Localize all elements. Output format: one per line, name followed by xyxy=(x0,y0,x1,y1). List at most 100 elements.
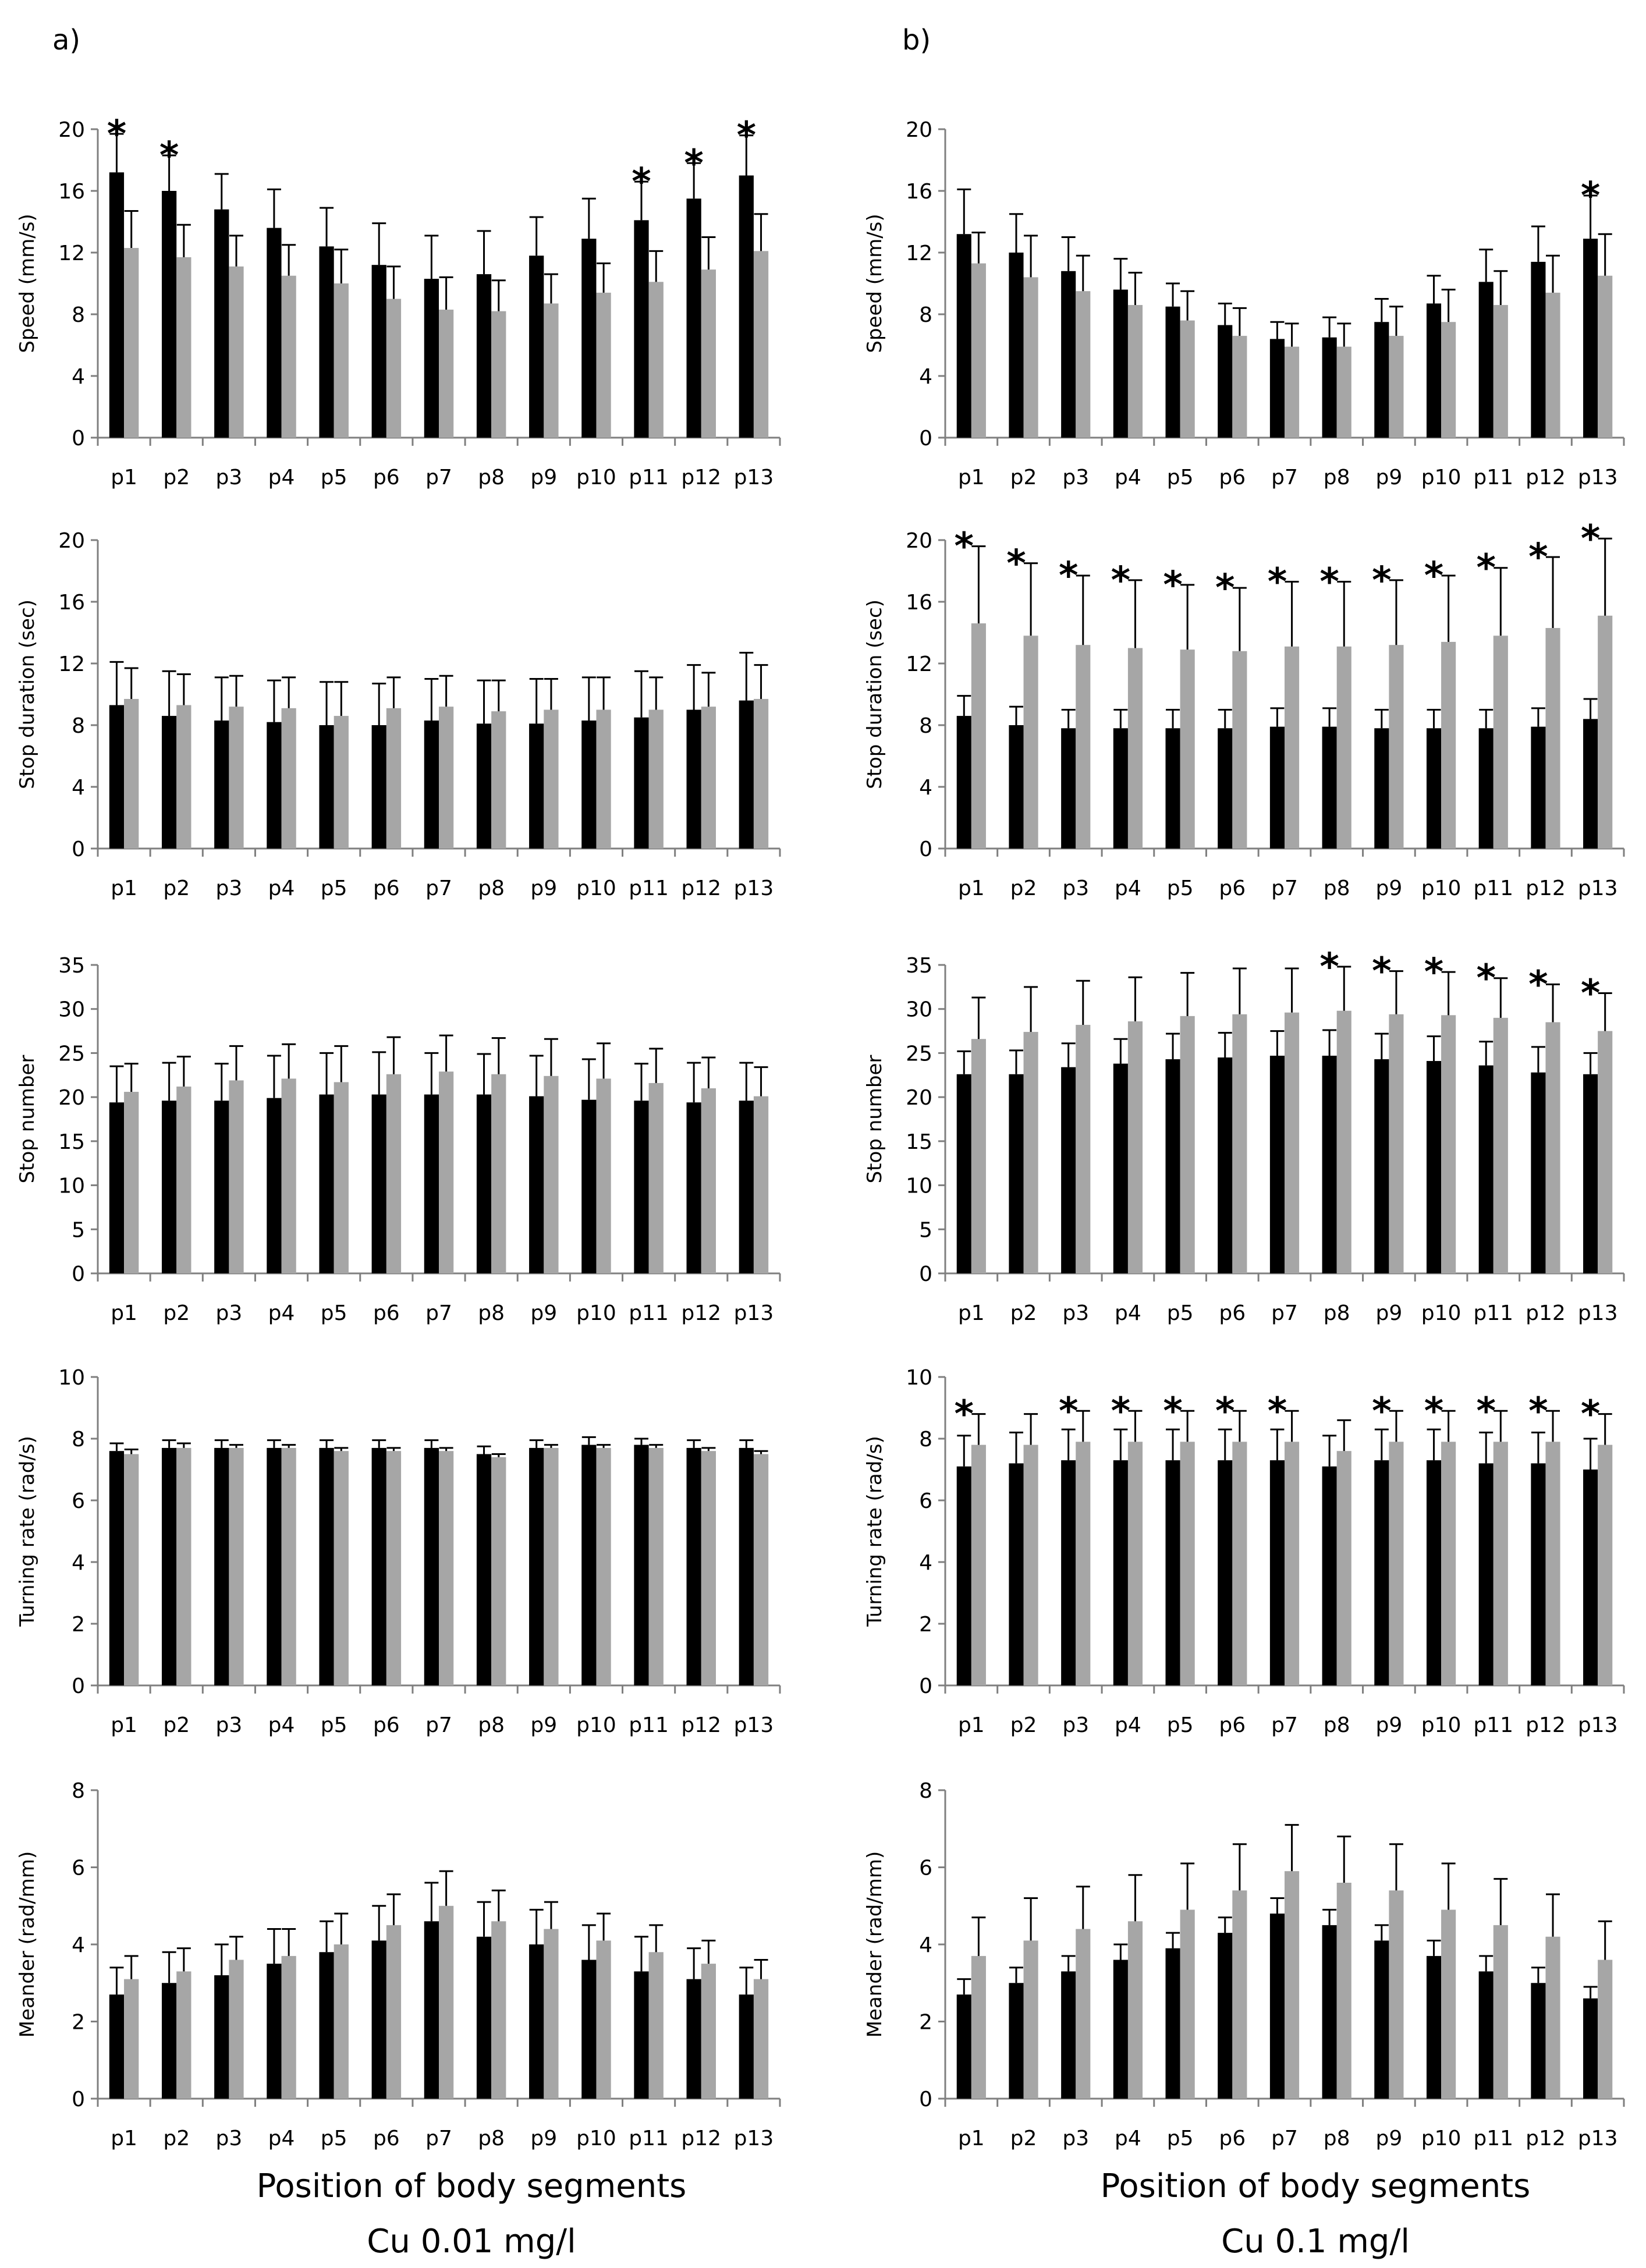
y-tick-label: 0 xyxy=(919,1674,932,1698)
significance-star: * xyxy=(1424,951,1443,994)
significance-star: * xyxy=(684,142,703,185)
bar-series2-p2 xyxy=(1023,1032,1038,1273)
x-tick-label: p8 xyxy=(1324,876,1350,900)
y-tick-label: 25 xyxy=(906,1042,932,1066)
x-tick-label: p9 xyxy=(530,466,557,489)
x-tick-label: p3 xyxy=(216,2127,243,2150)
y-tick-label: 6 xyxy=(919,1857,932,1880)
bar-series1-p12 xyxy=(1531,1983,1546,2099)
bar-series2-p1 xyxy=(971,1955,986,2099)
bar-series1-p7 xyxy=(424,279,439,438)
bar-series2-p5 xyxy=(1180,320,1195,438)
x-axis-title-left: Position of body segments xyxy=(257,2167,687,2205)
bar-series2-p11 xyxy=(648,1447,664,1685)
bar-series1-p13 xyxy=(1583,1074,1598,1273)
x-tick-label: p3 xyxy=(216,466,243,489)
significance-star: * xyxy=(1372,1390,1391,1433)
chart-b-3: 0 5 10 15 20 25 30 35 Stop number p1 p2 p3 p4 p5 p6 p7 p… xyxy=(863,946,1625,1325)
bar-series1-p3 xyxy=(1061,271,1076,438)
bar-series1-p5 xyxy=(1165,1948,1180,2099)
bar-series2-p10 xyxy=(596,1078,611,1273)
x-tick-label: p7 xyxy=(1271,1301,1298,1325)
bar-series1-p3 xyxy=(1061,1460,1076,1685)
bar-series2-p8 xyxy=(1336,1010,1351,1273)
bar-series2-p5 xyxy=(334,716,349,849)
y-tick-label: 4 xyxy=(919,1551,932,1575)
y-tick-label: 2 xyxy=(72,1613,85,1637)
bar-series1-p8 xyxy=(1322,1055,1337,1273)
x-tick-label: p10 xyxy=(576,2127,616,2150)
bar-series2-p13 xyxy=(753,1454,769,1685)
y-tick-label: 8 xyxy=(919,714,932,738)
bar-series2-p11 xyxy=(648,1082,664,1273)
bar-series1-p7 xyxy=(424,1094,439,1273)
x-tick-label: p3 xyxy=(1062,2127,1089,2150)
chart-a-2: 0 4 8 12 16 20 Stop duration (sec) p1 p2 p3 p4 p5 p6… xyxy=(16,529,781,900)
y-tick-label: 20 xyxy=(58,118,85,142)
bar-series2-p11 xyxy=(1493,305,1508,438)
bar-series1-p6 xyxy=(1218,728,1233,849)
x-tick-label: p7 xyxy=(1271,1713,1298,1737)
bar-series1-p1 xyxy=(956,716,971,849)
chart-a-1: 0 4 8 12 16 20 Speed (mm/s) p1 p2 p3 p4 p5 p6 p7 p8 p9 p… xyxy=(16,113,781,489)
x-tick-label: p6 xyxy=(1219,1301,1246,1325)
x-tick-label: p3 xyxy=(1062,1301,1089,1325)
significance-star: * xyxy=(1424,555,1443,598)
bar-series2-p12 xyxy=(1545,1022,1560,1273)
bar-series1-p5 xyxy=(319,1952,334,2099)
bar-series2-p12 xyxy=(1545,628,1560,849)
y-tick-label: 8 xyxy=(919,303,932,327)
condition-label-left: Cu 0.01 mg/l xyxy=(367,2223,576,2260)
y-tick-label: 16 xyxy=(906,591,932,615)
y-tick-label: 16 xyxy=(58,180,85,204)
bar-series1-p8 xyxy=(1322,337,1337,438)
bar-series2-p7 xyxy=(1285,1012,1300,1273)
bar-series2-p1 xyxy=(124,698,139,849)
bar-series2-p13 xyxy=(1598,275,1613,438)
significance-star: * xyxy=(1528,536,1548,579)
bar-series2-p10 xyxy=(1441,1015,1456,1273)
bar-series2-p1 xyxy=(971,263,986,438)
y-tick-label: 10 xyxy=(906,1366,932,1390)
y-tick-label: 16 xyxy=(58,591,85,615)
significance-star: * xyxy=(1059,1390,1078,1433)
bar-series1-p7 xyxy=(424,720,439,849)
y-axis-label: Stop duration (sec) xyxy=(863,599,886,789)
bar-series2-p5 xyxy=(334,1944,349,2099)
bar-series1-p12 xyxy=(1531,1463,1546,1685)
bar-series2-p4 xyxy=(1127,648,1143,849)
bar-series1-p8 xyxy=(1322,726,1337,849)
x-tick-label: p8 xyxy=(1324,2127,1350,2150)
y-tick-label: 25 xyxy=(58,1042,85,1066)
bar-series1-p6 xyxy=(1218,1460,1233,1685)
bar-series2-p2 xyxy=(1023,1444,1038,1685)
x-tick-label: p2 xyxy=(1010,466,1037,489)
bar-series1-p6 xyxy=(371,1094,386,1273)
x-tick-label: p10 xyxy=(576,1301,616,1325)
bar-series2-p5 xyxy=(1180,1442,1195,1685)
x-tick-label: p7 xyxy=(425,466,452,489)
y-tick-label: 4 xyxy=(72,1933,85,1957)
bar-series2-p2 xyxy=(176,1086,191,1273)
y-tick-label: 6 xyxy=(919,1489,932,1513)
bar-series2-p6 xyxy=(1232,1442,1247,1685)
condition-label-right: Cu 0.1 mg/l xyxy=(1221,2223,1410,2260)
x-tick-label: p12 xyxy=(1526,2127,1566,2150)
y-tick-label: 8 xyxy=(72,714,85,738)
x-tick-label: p4 xyxy=(1115,1301,1141,1325)
y-tick-label: 12 xyxy=(58,242,85,265)
x-tick-label: p11 xyxy=(629,876,669,900)
bar-series2-p9 xyxy=(1389,1014,1404,1273)
significance-star: * xyxy=(1268,561,1287,604)
bar-series1-p6 xyxy=(371,1940,386,2099)
bar-series2-p11 xyxy=(1493,636,1508,849)
significance-star: * xyxy=(107,113,126,156)
bar-series2-p5 xyxy=(334,1451,349,1685)
bar-series1-p3 xyxy=(214,1975,229,2099)
x-tick-label: p9 xyxy=(530,2127,557,2150)
significance-star: * xyxy=(1111,559,1130,602)
bar-series2-p1 xyxy=(124,1454,139,1685)
x-tick-label: p2 xyxy=(1010,876,1037,900)
y-tick-label: 0 xyxy=(919,1262,932,1286)
